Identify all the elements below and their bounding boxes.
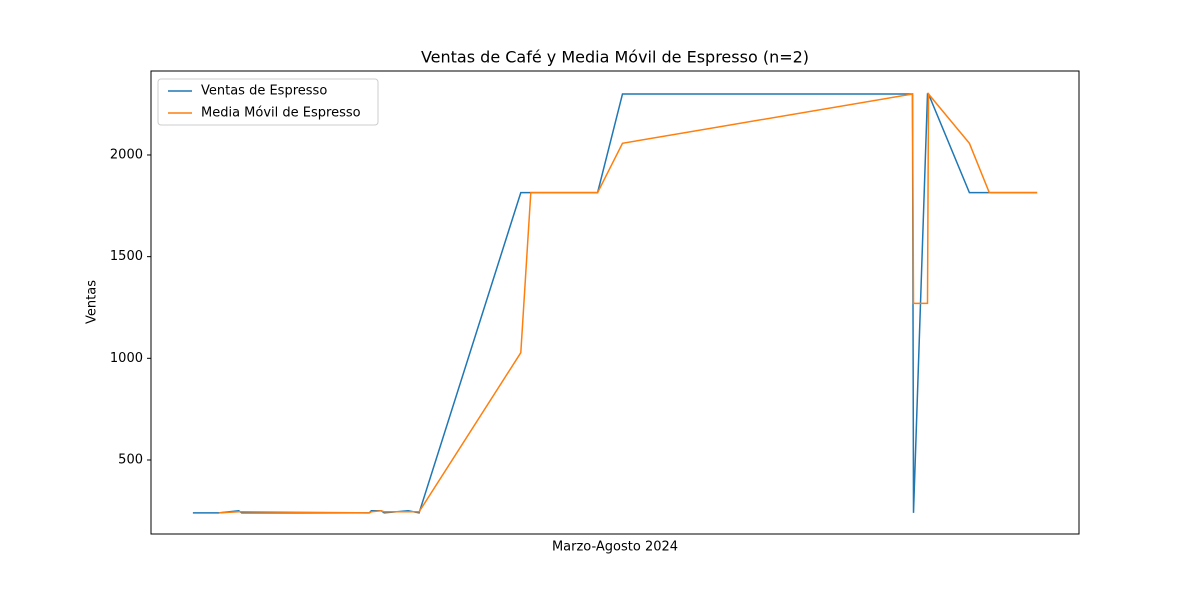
y-tick-label: 1000 (110, 351, 143, 366)
y-tick-label: 500 (118, 452, 143, 467)
plot-frame (150, 70, 1080, 535)
x-axis-label: Marzo-Agosto 2024 (552, 540, 678, 555)
chart-title: Ventas de Café y Media Móvil de Espresso… (421, 48, 809, 67)
series-line (218, 91, 1038, 514)
legend-box (157, 78, 379, 126)
y-axis-label: Ventas (85, 280, 100, 324)
y-tick-label: 2000 (110, 147, 143, 162)
y-tick-label: 1500 (110, 249, 143, 264)
legend-label: Media Móvil de Espresso (201, 106, 361, 121)
legend-label: Ventas de Espresso (201, 84, 327, 99)
